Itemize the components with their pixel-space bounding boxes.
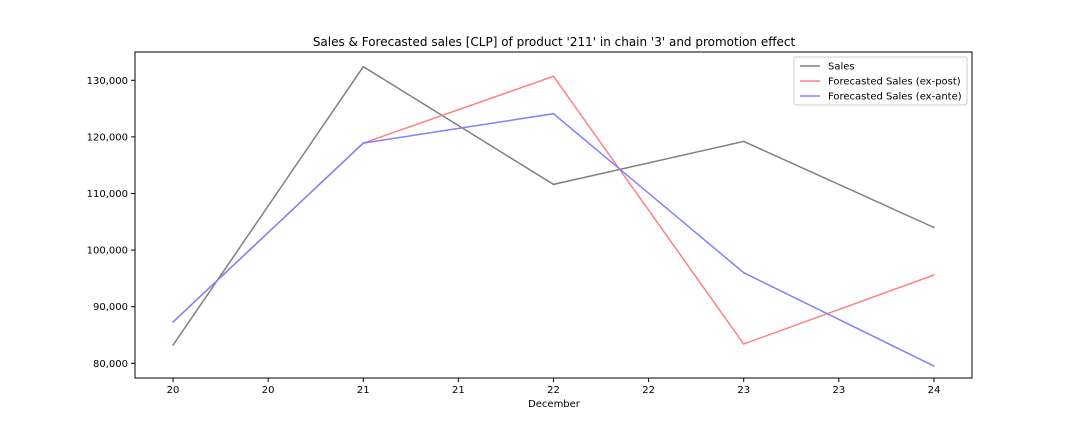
series-layer (172, 65, 935, 367)
series-1-point (933, 226, 935, 229)
legend-label: Forecasted Sales (ex-ante) (828, 92, 962, 103)
x-axis: 20 20 21 21 22 22 23 23 24 (167, 378, 941, 396)
series-1-point (552, 183, 555, 186)
legend-label: Sales (828, 62, 855, 73)
series-1-point (172, 344, 174, 346)
series-3-point (362, 142, 365, 144)
x-axis-label: December (528, 399, 581, 410)
y-tick-label: 110,000 (87, 189, 128, 200)
x-tick-label: 22 (547, 385, 560, 396)
x-tick-label: 23 (832, 385, 845, 396)
series-line-1 (172, 65, 935, 346)
x-tick-label: 21 (452, 385, 465, 396)
series-3-point (933, 365, 935, 367)
y-tick-label: 100,000 (87, 246, 128, 257)
series-line-2 (172, 75, 935, 345)
chart-title: Sales & Forecasted sales [CLP] of produc… (313, 35, 796, 49)
x-tick-label: 20 (167, 385, 180, 396)
series-3-point (552, 112, 555, 115)
series-2-point (552, 75, 555, 78)
legend-box (793, 56, 968, 106)
x-tick-label: 22 (642, 385, 655, 396)
x-tick-label: 21 (357, 385, 370, 396)
series-2-point (933, 274, 935, 276)
y-tick-label: 120,000 (87, 132, 128, 143)
legend: Sales Forecasted Sales (ex-post) Forecaste… (793, 56, 968, 106)
series-2-point (742, 343, 745, 345)
x-tick-label: 20 (262, 385, 275, 396)
x-tick-label: 24 (928, 385, 941, 396)
series-line-3 (172, 112, 935, 367)
y-tick-label: 130,000 (87, 76, 128, 87)
legend-label: Forecasted Sales (ex-post) (828, 77, 961, 88)
y-tick-label: 90,000 (93, 302, 128, 313)
y-axis: 80,000 90,000 100,000 110,000 120,000 130,000 (87, 76, 135, 370)
series-1-point (362, 65, 365, 68)
y-tick-label: 80,000 (93, 359, 128, 370)
series-1-point (742, 140, 745, 143)
series-3-point (742, 271, 745, 274)
x-tick-label: 23 (737, 385, 750, 396)
series-3-point (172, 321, 174, 323)
